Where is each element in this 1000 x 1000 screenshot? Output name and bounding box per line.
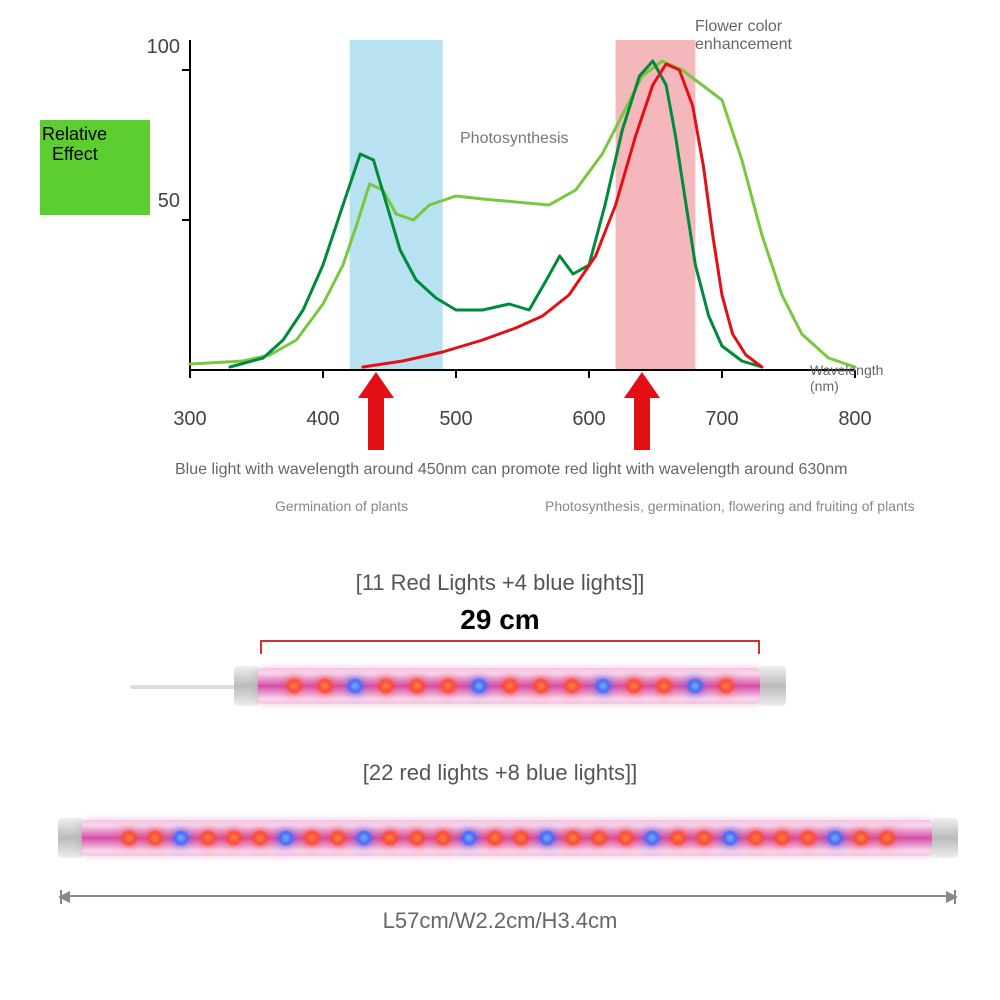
- tube2-dim-label: L57cm/W2.2cm/H3.4cm: [0, 908, 1000, 934]
- led-red: [201, 831, 215, 845]
- led-blue: [357, 831, 371, 845]
- led-red: [619, 831, 633, 845]
- led-red: [436, 831, 450, 845]
- led-blue: [472, 679, 486, 693]
- led-red: [410, 831, 424, 845]
- tube1-title: [11 Red Lights +4 blue lights]]: [0, 570, 1000, 596]
- chart-caption-main: Blue light with wavelength around 450nm …: [175, 460, 895, 479]
- chart-caption-left: Germination of plants: [275, 498, 408, 514]
- x-tick-700: 700: [697, 408, 747, 431]
- y-tick-100: 100: [130, 36, 180, 59]
- tube1-endcap-right: [760, 666, 786, 706]
- led-red: [627, 679, 641, 693]
- tube1-length-label: 29 cm: [0, 604, 1000, 636]
- x-tick-400: 400: [298, 408, 348, 431]
- y-tick-50: 50: [130, 190, 180, 213]
- led-red: [383, 831, 397, 845]
- led-blue: [828, 831, 842, 845]
- tube2-title: [22 red lights +8 blue lights]]: [0, 760, 1000, 786]
- led-blue: [540, 831, 554, 845]
- led-red: [719, 679, 733, 693]
- flower-enhancement-label: Flower color enhancement: [695, 18, 792, 54]
- led-red: [122, 831, 136, 845]
- led-blue: [279, 831, 293, 845]
- led-red: [592, 831, 606, 845]
- led-red: [305, 831, 319, 845]
- led-red: [566, 831, 580, 845]
- led-blue: [174, 831, 188, 845]
- tube2-endcap-right: [932, 818, 958, 858]
- spectrum-chart: [160, 20, 880, 400]
- x-tick-600: 600: [564, 408, 614, 431]
- led-red: [697, 831, 711, 845]
- tube2-body: [82, 820, 934, 856]
- tube2-led-row: [116, 828, 900, 848]
- led-red: [441, 679, 455, 693]
- chart-arrow-1: [634, 395, 650, 450]
- led-red: [565, 679, 579, 693]
- led-red: [488, 831, 502, 845]
- photosynthesis-label: Photosynthesis: [460, 130, 569, 148]
- led-red: [514, 831, 528, 845]
- led-blue: [688, 679, 702, 693]
- led-blue: [723, 831, 737, 845]
- tube2-dimension-line: [60, 895, 956, 898]
- led-red: [801, 831, 815, 845]
- chart-arrowhead-1: [624, 372, 660, 398]
- led-red: [148, 831, 162, 845]
- chart-svg: [160, 20, 880, 400]
- led-blue: [462, 831, 476, 845]
- tube1-cord: [130, 685, 240, 689]
- led-red: [287, 679, 301, 693]
- led-red: [671, 831, 685, 845]
- x-tick-500: 500: [431, 408, 481, 431]
- led-blue: [596, 679, 610, 693]
- x-axis-title: Wavelength (nm): [810, 362, 883, 394]
- led-red: [775, 831, 789, 845]
- led-red: [410, 679, 424, 693]
- led-red: [318, 679, 332, 693]
- chart-arrowhead-0: [358, 372, 394, 398]
- tube1-led-row: [278, 676, 742, 696]
- tube2-endcap-left: [58, 818, 84, 858]
- led-red: [534, 679, 548, 693]
- y-axis-title-line2: Effect: [42, 144, 148, 164]
- chart-arrow-0: [368, 395, 384, 450]
- tube1-body: [258, 668, 762, 704]
- led-red: [253, 831, 267, 845]
- tube1-dimension-bracket: [260, 640, 760, 652]
- led-red: [503, 679, 517, 693]
- chart-caption-right: Photosynthesis, germination, flowering a…: [545, 498, 915, 514]
- led-red: [854, 831, 868, 845]
- led-red: [880, 831, 894, 845]
- y-axis-title-line1: Relative: [42, 124, 148, 144]
- led-red: [749, 831, 763, 845]
- led-blue: [348, 679, 362, 693]
- led-red: [657, 679, 671, 693]
- led-red: [379, 679, 393, 693]
- led-blue: [645, 831, 659, 845]
- led-red: [331, 831, 345, 845]
- x-tick-300: 300: [165, 408, 215, 431]
- x-tick-800: 800: [830, 408, 880, 431]
- led-red: [227, 831, 241, 845]
- tube1-endcap-left: [234, 666, 260, 706]
